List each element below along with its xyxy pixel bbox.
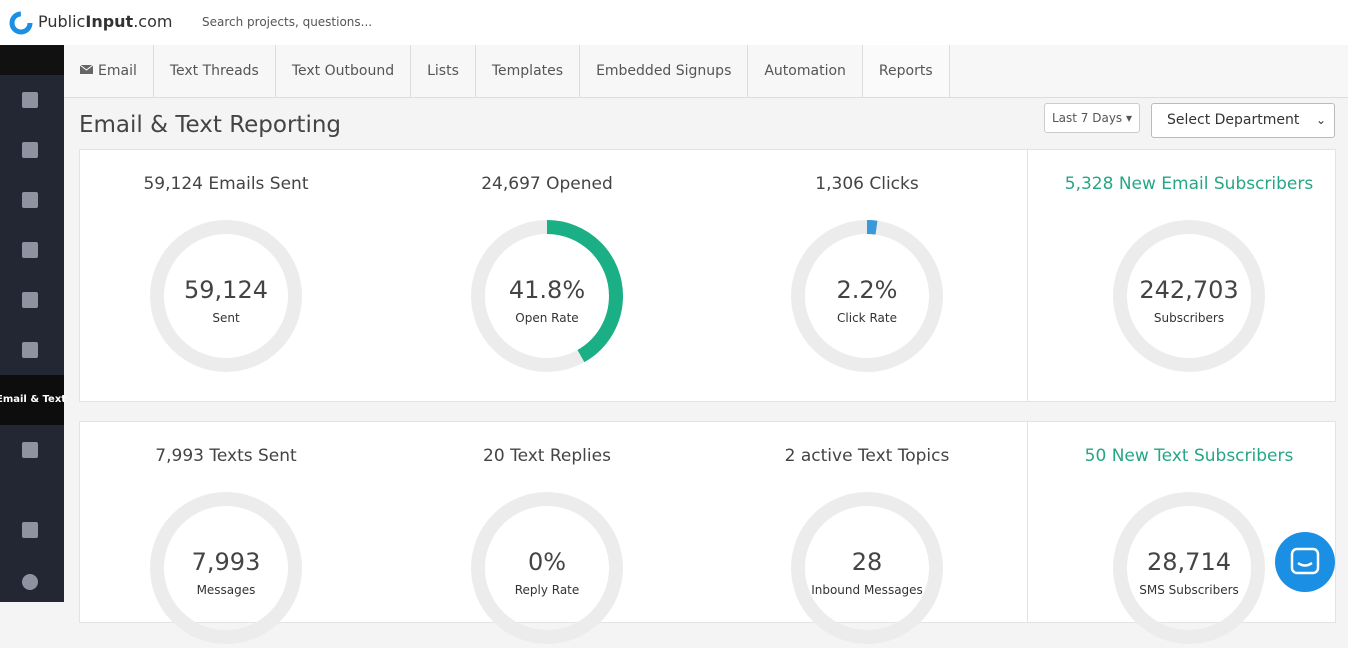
donut-value: 0% [527, 548, 567, 576]
donut-caption: Click Rate [837, 311, 897, 325]
tab[interactable]: Embedded Signups [580, 45, 749, 97]
tab-bar: Email Text Threads Text Outbound Lists Templ… [64, 45, 1348, 98]
tab[interactable]: Reports [862, 45, 950, 97]
date-filter[interactable]: Last 7 Days ▾ [1044, 103, 1140, 133]
logo-text: Input [85, 12, 134, 31]
nav-icon[interactable] [22, 342, 38, 358]
date-filter-label: Last 7 Days [1051, 111, 1123, 125]
logo-text: .com [133, 12, 173, 31]
search-input[interactable]: Search projects, questions... [202, 15, 373, 29]
tab[interactable]: Templates [476, 45, 581, 97]
donut-caption: Inbound Messages [811, 583, 923, 597]
stat-heading: 2 active Text Topics [784, 446, 950, 466]
department-select-label: Select Department [1167, 112, 1300, 128]
donut-value: 28 [851, 548, 883, 576]
logo[interactable]: PublicInput.com [38, 12, 172, 31]
tab-label: Reports [878, 63, 933, 79]
donut [791, 220, 943, 372]
stat-heading: 50 New Text Subscribers [1084, 446, 1294, 466]
tab-label: Automation [764, 63, 846, 79]
donut-value: 7,993 [191, 548, 261, 576]
stat-heading: 1,306 Clicks [815, 174, 919, 194]
donut-arc [791, 220, 943, 372]
tab[interactable]: Lists [411, 45, 476, 97]
department-select[interactable]: Select Department ⌄ [1151, 103, 1335, 138]
nav-icon[interactable] [22, 292, 38, 308]
tab-label: Email [98, 63, 137, 79]
top-bar: PublicInput.com Search projects, questio… [0, 0, 1348, 46]
tab[interactable]: Email [64, 45, 154, 97]
donut-caption: Messages [196, 583, 256, 597]
tab-label: Text Threads [169, 63, 259, 79]
donut-value: 41.8% [508, 276, 586, 304]
text-card: 7,993 Texts Sent 7,993 Messages 20 Text Rep… [79, 421, 1336, 644]
tab[interactable]: Text Outbound [276, 45, 412, 97]
donut-track [150, 220, 302, 372]
sidebar [0, 45, 64, 602]
nav-icon[interactable] [22, 192, 38, 208]
donut-caption: Subscribers [1153, 311, 1225, 325]
donut-value: 242,703 [1139, 276, 1239, 304]
logo-text: Public [38, 12, 86, 31]
donut-track [1113, 220, 1265, 372]
chat-button[interactable] [1275, 532, 1335, 592]
donut-arc [471, 220, 623, 372]
nav-icon[interactable] [22, 242, 38, 258]
tab-label: Lists [427, 63, 459, 79]
nav-icon[interactable] [22, 574, 38, 590]
nav-icon[interactable] [22, 142, 38, 158]
donut-value: 28,714 [1147, 548, 1231, 576]
email-card: 59,124 Emails Sent 59,124 Sent 24,697 Opene… [79, 149, 1336, 402]
tab[interactable]: Automation [748, 45, 863, 97]
nav-icon[interactable] [22, 92, 38, 108]
nav-icon[interactable] [22, 442, 38, 458]
stat-heading: 59,124 Emails Sent [143, 174, 309, 194]
donut-caption: Open Rate [515, 311, 579, 325]
page-title: Email & Text Reporting [79, 112, 342, 138]
donut-caption: Reply Rate [514, 583, 580, 597]
nav-icon[interactable] [22, 522, 38, 538]
donut-caption: Sent [212, 311, 240, 325]
donut [471, 220, 623, 372]
divider [1027, 150, 1028, 401]
donut-value: 2.2% [836, 276, 898, 304]
stat-heading: 20 Text Replies [483, 446, 611, 466]
tab-label: Templates [491, 63, 564, 79]
divider [1027, 422, 1028, 622]
logo-icon [9, 11, 33, 35]
stat-heading: 24,697 Opened [481, 174, 613, 194]
stat-heading: 5,328 New Email Subscribers [1064, 174, 1314, 194]
stat-heading: 7,993 Texts Sent [155, 446, 297, 466]
nav-active-item[interactable]: Email & Text [0, 375, 66, 425]
tab-label: Embedded Signups [596, 63, 732, 79]
donut [150, 220, 302, 372]
tab-label: Text Outbound [291, 63, 395, 79]
donut-value: 59,124 [184, 276, 268, 304]
envelope-icon [79, 64, 94, 74]
chat-icon [1290, 547, 1320, 575]
sidebar-header [0, 45, 64, 75]
tab[interactable]: Text Threads [154, 45, 276, 97]
donut [1113, 220, 1265, 372]
donut-caption: SMS Subscribers [1139, 583, 1239, 597]
